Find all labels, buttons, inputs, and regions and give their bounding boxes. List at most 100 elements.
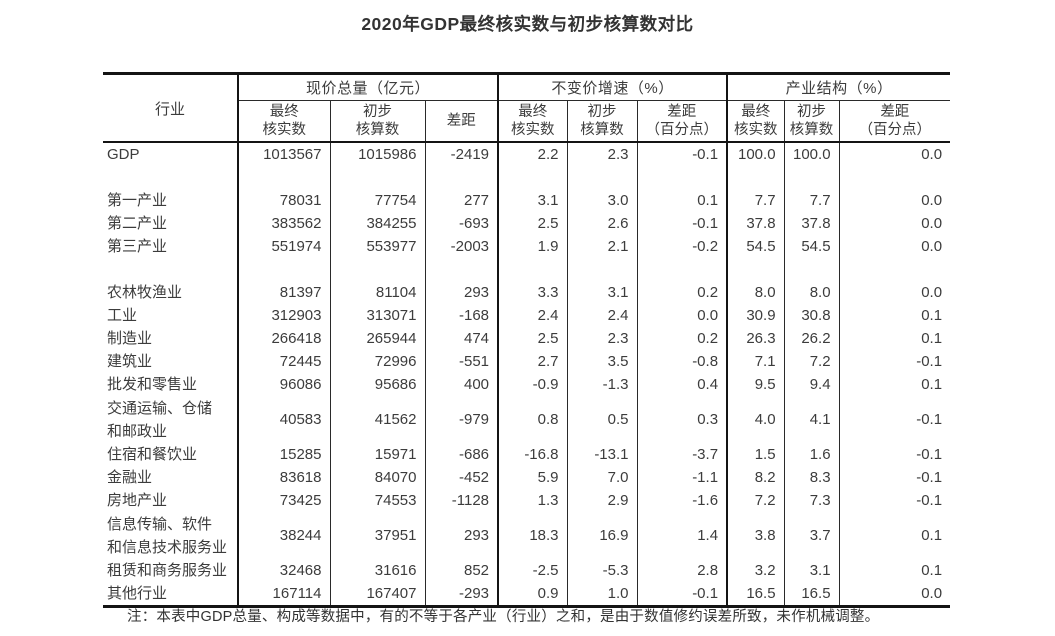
value-cell: -0.1 — [838, 466, 951, 489]
sub-header-cell: 差距 （百分点） — [838, 100, 951, 143]
value-cell: 0.0 — [838, 142, 951, 166]
value-cell: 1015986 — [329, 142, 425, 166]
value-cell: 100.0 — [783, 142, 840, 166]
value-cell: -0.1 — [838, 396, 951, 443]
row-label: 第三产业 — [107, 238, 168, 255]
value-cell: 0.0 — [838, 189, 951, 212]
value-cell: 7.2 — [783, 350, 840, 373]
value-cell: 81397 — [237, 281, 330, 304]
value-cell: 0.0 — [838, 235, 951, 258]
spacer-cell — [237, 166, 330, 189]
value-cell: 0.2 — [636, 327, 728, 350]
value-cell: -2419 — [424, 142, 499, 166]
value-cell: 3.5 — [566, 350, 638, 373]
value-cell: -686 — [424, 443, 499, 466]
value-cell: -0.1 — [636, 582, 728, 607]
table-row: 租赁和商务服务业 32468 31616 852 -2.5 -5.3 2.8 3.2 3.1 0.… — [103, 559, 951, 582]
value-cell: 83618 — [237, 466, 330, 489]
table-row: 第一产业 78031 77754 277 3.1 3.0 0.1 7.7 7.7 0.0 — [103, 189, 951, 212]
value-cell: 551974 — [237, 235, 330, 258]
value-cell: 293 — [424, 281, 499, 304]
row-label: 住宿和餐饮业 — [107, 446, 198, 463]
value-cell: 277 — [424, 189, 499, 212]
spacer-cell — [838, 258, 951, 281]
sub-header-cell: 最终 核实数 — [726, 100, 785, 143]
row-label: 批发和零售业 — [107, 376, 198, 393]
value-cell: 0.4 — [636, 373, 728, 396]
value-cell: 1.6 — [783, 443, 840, 466]
sub-header-cell: 最终 核实数 — [237, 100, 330, 143]
group-header-cell: 不变价增速（%） — [497, 73, 728, 101]
group-header-cell: 现价总量（亿元） — [236, 73, 499, 101]
table-header: 行业 现价总量（亿元） 不变价增速（%） 产业结构（%） 最终 核实数 初步 核算数 差距最… — [103, 73, 951, 143]
value-cell: 2.5 — [497, 327, 568, 350]
spacer-cell — [726, 166, 785, 189]
value-cell: 1.4 — [636, 512, 728, 559]
value-cell: 0.1 — [636, 189, 728, 212]
row-label: GDP — [107, 146, 140, 163]
value-cell: 384255 — [329, 212, 425, 235]
sub-header-cell: 最终 核实数 — [497, 100, 568, 143]
table-row: GDP 1013567 1015986 -2419 2.2 2.3 -0.1 100.0 100… — [103, 142, 951, 166]
value-cell: -551 — [424, 350, 499, 373]
value-cell: 100.0 — [726, 142, 785, 166]
table-row: 金融业 83618 84070 -452 5.9 7.0 -1.1 8.2 8.3 -0.1 — [103, 466, 951, 489]
value-cell: -5.3 — [566, 559, 638, 582]
value-cell: 72996 — [329, 350, 425, 373]
page-title: 2020年GDP最终核实数与初步核算数对比 — [361, 14, 694, 34]
row-label: 交通运输、仓储 和邮政业 — [107, 399, 213, 440]
value-cell: 7.0 — [566, 466, 638, 489]
value-cell: 3.2 — [726, 559, 785, 582]
value-cell: 0.5 — [566, 396, 638, 443]
value-cell: 7.7 — [783, 189, 840, 212]
value-cell: -3.7 — [636, 443, 728, 466]
value-cell: 167114 — [237, 582, 330, 607]
value-cell: 37.8 — [726, 212, 785, 235]
value-cell: 54.5 — [726, 235, 785, 258]
value-cell: 15971 — [329, 443, 425, 466]
value-cell: 474 — [424, 327, 499, 350]
value-cell: 2.4 — [566, 304, 638, 327]
value-cell: 78031 — [237, 189, 330, 212]
spacer-cell — [424, 258, 499, 281]
value-cell: 3.1 — [566, 281, 638, 304]
value-cell: 2.9 — [566, 489, 638, 512]
value-cell: 0.1 — [838, 304, 951, 327]
value-cell: 0.1 — [838, 327, 951, 350]
value-cell: 0.1 — [838, 559, 951, 582]
value-cell: 2.4 — [497, 304, 568, 327]
spacer-label-cell — [103, 166, 238, 189]
value-cell: 265944 — [329, 327, 425, 350]
value-cell: -16.8 — [497, 443, 568, 466]
value-cell: -1.3 — [566, 373, 638, 396]
value-cell: 2.2 — [497, 142, 568, 166]
table-row: 第二产业 383562 384255 -693 2.5 2.6 -0.1 37.8 37.8 0.… — [103, 212, 951, 235]
value-cell: 9.5 — [726, 373, 785, 396]
value-cell: 30.9 — [726, 304, 785, 327]
spacer-cell — [566, 258, 638, 281]
value-cell: 54.5 — [783, 235, 840, 258]
value-cell: 1.9 — [497, 235, 568, 258]
gdp-comparison-table: 行业 现价总量（亿元） 不变价增速（%） 产业结构（%） 最终 核实数 初步 核算数 差距最… — [103, 72, 951, 608]
spacer-cell — [237, 258, 330, 281]
value-cell: 77754 — [329, 189, 425, 212]
row-label: 金融业 — [107, 469, 153, 486]
header-sub-row: 最终 核实数 初步 核算数 差距 最终 核实数 初步 核算数 差距 （百分点） 最终 核实数… — [103, 100, 951, 143]
value-cell: 40583 — [237, 396, 330, 443]
value-cell: -693 — [424, 212, 499, 235]
row-label: 其他行业 — [107, 585, 168, 602]
value-cell: 84070 — [329, 466, 425, 489]
value-cell: 96086 — [237, 373, 330, 396]
value-cell: 30.8 — [783, 304, 840, 327]
group-header-cell: 产业结构（%） — [726, 73, 951, 101]
spacer-cell — [329, 258, 425, 281]
value-cell: -979 — [424, 396, 499, 443]
table-row: 农林牧渔业 81397 81104 293 3.3 3.1 0.2 8.0 8.0 0.0 — [103, 281, 951, 304]
value-cell: 266418 — [237, 327, 330, 350]
table-row: 制造业 266418 265944 474 2.5 2.3 0.2 26.3 26.2 0.1 — [103, 327, 951, 350]
value-cell: -2.5 — [497, 559, 568, 582]
spacer-cell — [636, 166, 728, 189]
value-cell: 3.3 — [497, 281, 568, 304]
value-cell: -0.1 — [838, 489, 951, 512]
value-cell: 7.1 — [726, 350, 785, 373]
